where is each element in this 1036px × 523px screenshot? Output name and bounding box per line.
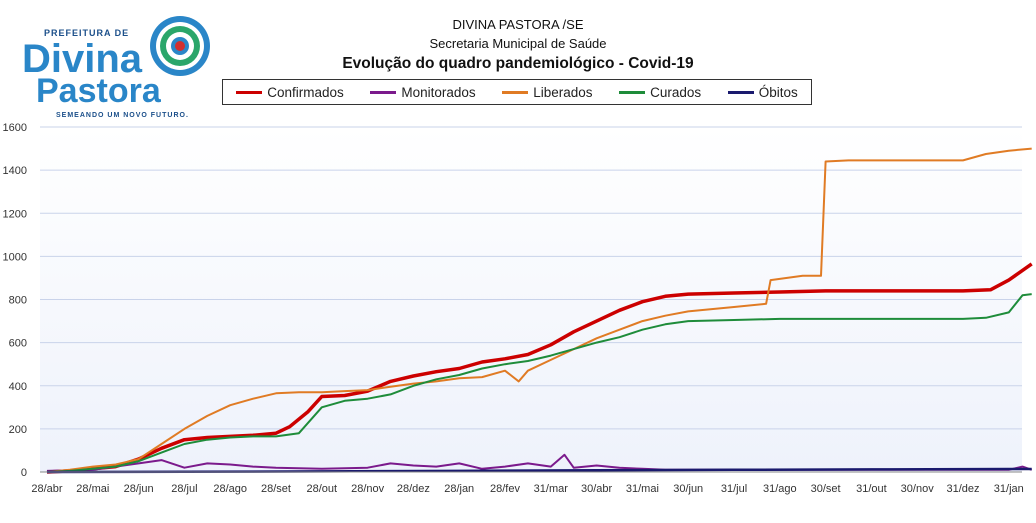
y-tick-label: 800 (9, 295, 27, 307)
series-confirmados (46, 262, 1033, 474)
legend-swatch-liberados (502, 90, 529, 94)
x-tick-label: 28/fev (490, 483, 520, 495)
y-tick-label: 400 (9, 381, 27, 393)
x-tick-label: 28/jul (171, 483, 197, 495)
x-tick-label: 31/dez (946, 483, 979, 495)
x-tick-label: 30/set (811, 483, 841, 495)
x-tick-label: 31/jul (721, 483, 747, 495)
legend-label-curados: Curados (650, 84, 702, 100)
legend-label-confirmados: Confirmados (267, 84, 344, 100)
x-tick-label: 28/ago (213, 483, 247, 495)
x-tick-label: 30/nov (901, 483, 935, 495)
prefeitura-logo: PREFEITURA DE Divina Pastora SEMEANDO UM… (22, 16, 210, 119)
y-tick-label: 1400 (3, 165, 27, 177)
x-tick-label: 28/out (307, 483, 338, 495)
chart-legend: Confirmados Monitorados Liberados Curado… (222, 79, 812, 105)
chart-title: Evolução do quadro pandemiológico - Covi… (342, 55, 694, 72)
x-tick-label: 28/jan (444, 483, 474, 495)
org-line-2: Secretaria Municipal de Saúde (429, 36, 607, 51)
legend-item-curados: Curados (619, 85, 701, 100)
x-tick-label: 28/nov (351, 483, 385, 495)
x-tick-label: 28/mai (76, 483, 109, 495)
legend-swatch-confirmados (236, 90, 263, 94)
x-tick-label: 28/abr (31, 483, 63, 495)
org-line-1: DIVINA PASTORA /SE (452, 17, 584, 32)
x-axis-ticks: 28/abr 28/mai 28/jun 28/jul 28/ago 28/set 28/o… (31, 483, 1023, 495)
x-tick-label: 31/mar (534, 483, 569, 495)
legend-item-liberados: Liberados (502, 84, 593, 100)
legend-label-liberados: Liberados (533, 84, 593, 100)
legend-swatch-curados (619, 90, 646, 94)
legend-item-monitorados: Monitorados (370, 84, 476, 100)
y-tick-label: 1600 (3, 122, 27, 134)
legend-item-confirmados: Confirmados (236, 85, 344, 100)
legend-label-monitorados: Monitorados (401, 84, 476, 100)
x-tick-label: 28/jun (124, 483, 154, 495)
x-tick-label: 31/mai (626, 483, 659, 495)
mandala-icon (150, 16, 210, 76)
logo-tagline: SEMEANDO UM NOVO FUTURO. (56, 112, 189, 119)
x-tick-label: 28/dez (397, 483, 430, 495)
legend-label-obitos: Óbitos (758, 84, 798, 100)
x-tick-label: 30/abr (581, 483, 613, 495)
series-curados (46, 293, 1032, 473)
y-tick-label: 0 (21, 467, 27, 479)
series-liberados (46, 147, 1032, 473)
legend-item-obitos: Óbitos (727, 84, 798, 100)
x-tick-label: 31/ago (763, 483, 797, 495)
y-tick-label: 200 (9, 424, 27, 436)
legend-swatch-obitos (727, 90, 754, 94)
x-tick-label: 31/out (856, 483, 887, 495)
x-tick-label: 28/set (261, 483, 291, 495)
y-tick-label: 1200 (3, 208, 27, 220)
x-tick-label: 31/jan (994, 483, 1024, 495)
legend-swatch-monitorados (370, 90, 397, 94)
y-axis-ticks: 0 200 400 600 800 1000 1200 1400 1600 (3, 122, 27, 479)
logo-top-text: PREFEITURA DE (44, 28, 129, 38)
grid-lines (40, 126, 1022, 430)
y-tick-label: 1000 (3, 251, 27, 263)
logo-word-pastora: Pastora (36, 72, 162, 110)
x-tick-label: 30/jun (673, 483, 703, 495)
y-tick-label: 600 (9, 338, 27, 350)
logo-word-divina: Divina (22, 37, 143, 81)
